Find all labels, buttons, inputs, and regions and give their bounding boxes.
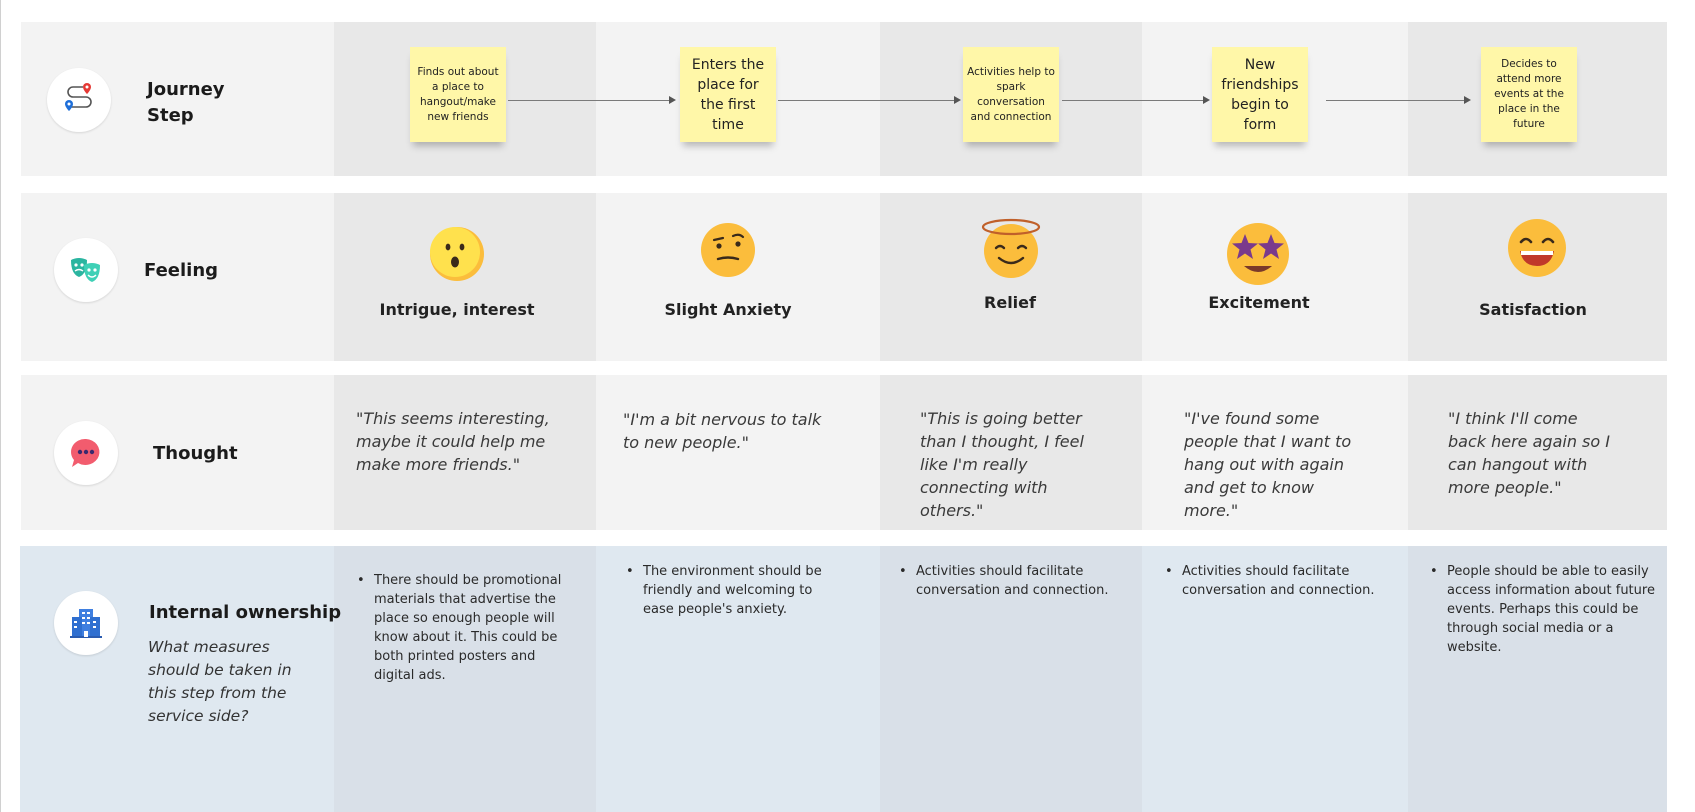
speech-bubble-dots-icon xyxy=(54,421,118,485)
thought-quote: "I'm a bit nervous to talk to new people… xyxy=(623,410,822,452)
ownership-bullet: • People should be able to easily access… xyxy=(1430,562,1655,657)
ownership-text: The environment should be friendly and w… xyxy=(643,564,822,617)
arrow-head-icon xyxy=(1203,96,1210,104)
thought-quote: "This seems interesting, maybe it could … xyxy=(356,409,550,474)
star-eyes-face-icon xyxy=(1226,222,1290,290)
grinning-face-icon xyxy=(1507,218,1567,282)
journey-step-sticky[interactable]: Activities help to spark conversation an… xyxy=(963,47,1059,142)
bullet-dot-icon: • xyxy=(1430,564,1438,579)
journey-step-sticky[interactable]: Enters the place for the first time xyxy=(680,47,776,142)
feeling-label: Slight Anxiety xyxy=(664,300,792,319)
feeling-label: Intrigue, interest xyxy=(379,300,535,319)
raised-eyebrow-face-icon xyxy=(700,222,756,282)
arrow-head-icon xyxy=(954,96,961,104)
route-map-pins-icon xyxy=(47,68,111,132)
feeling-label: Satisfaction xyxy=(1479,300,1587,319)
thought-title: Thought xyxy=(153,443,238,464)
theater-masks-icon xyxy=(54,238,118,302)
connector-arrow xyxy=(778,100,954,101)
ownership-bullet: • Activities should facilitate conversat… xyxy=(899,562,1119,600)
column-stripe xyxy=(1408,375,1667,530)
halo-smiling-face-icon xyxy=(980,216,1042,284)
connector-arrow xyxy=(1062,100,1203,101)
journey-step-title: Journey Step xyxy=(147,77,225,129)
office-building-icon xyxy=(54,591,118,655)
column-stripe xyxy=(334,375,596,530)
column-stripe xyxy=(1408,546,1667,812)
feeling-label: Relief xyxy=(984,293,1036,312)
bullet-dot-icon: • xyxy=(899,564,907,579)
ownership-bullet: • The environment should be friendly and… xyxy=(626,562,846,619)
thought-quote: "I think I'll come back here again so I … xyxy=(1448,409,1610,497)
bullet-dot-icon: • xyxy=(626,564,634,579)
thought-quote: "I've found some people that I want to h… xyxy=(1184,409,1352,520)
journey-step-sticky[interactable]: Finds out about a place to hangout/make … xyxy=(410,47,506,142)
ownership-bullet: • Activities should facilitate conversat… xyxy=(1165,562,1385,600)
column-stripe xyxy=(880,375,1142,530)
bullet-dot-icon: • xyxy=(357,573,365,588)
bullet-dot-icon: • xyxy=(1165,564,1173,579)
arrow-head-icon xyxy=(669,96,676,104)
journey-step-title-line1: Journey xyxy=(147,79,225,100)
ownership-text: There should be promotional materials th… xyxy=(374,573,562,683)
journey-step-sticky[interactable]: New friendships begin to form xyxy=(1212,47,1308,142)
connector-arrow xyxy=(508,100,669,101)
thought-quote: "This is going better than I thought, I … xyxy=(920,409,1084,520)
internal-ownership-subtitle: What measures should be taken in this st… xyxy=(148,638,292,725)
column-stripe xyxy=(880,546,1142,812)
frame-edge xyxy=(0,0,1,812)
connector-arrow xyxy=(1326,100,1464,101)
journey-step-sticky[interactable]: Decides to attend more events at the pla… xyxy=(1481,47,1577,142)
ownership-bullet: • There should be promotional materials … xyxy=(357,571,572,685)
feeling-title: Feeling xyxy=(144,260,219,281)
internal-ownership-title: Internal ownership xyxy=(149,602,342,623)
surprised-face-icon xyxy=(428,225,486,287)
journey-step-title-line2: Step xyxy=(147,105,194,126)
arrow-head-icon xyxy=(1464,96,1471,104)
ownership-text: People should be able to easily access i… xyxy=(1447,564,1655,655)
column-stripe xyxy=(334,546,596,812)
feeling-label: Excitement xyxy=(1208,293,1310,312)
internal-ownership-row xyxy=(20,546,1667,812)
ownership-text: Activities should facilitate conversatio… xyxy=(916,564,1109,598)
journey-row xyxy=(21,22,1667,176)
ownership-text: Activities should facilitate conversatio… xyxy=(1182,564,1375,598)
thought-row xyxy=(21,375,1667,530)
feeling-row xyxy=(21,193,1667,361)
